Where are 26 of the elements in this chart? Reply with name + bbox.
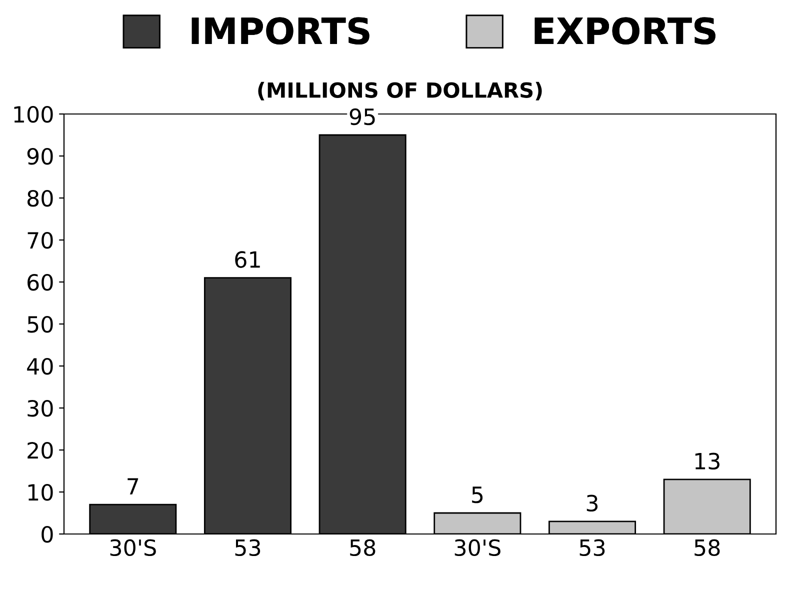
data-label: 61 <box>235 251 260 268</box>
y-tick-label: 90 <box>27 148 53 165</box>
x-tick-label: 53 <box>580 539 605 556</box>
y-tick-label: 30 <box>28 400 53 417</box>
x-tick-label: 58 <box>694 539 720 556</box>
y-tick-label: 10 <box>28 484 53 501</box>
y-tick-label: 80 <box>28 190 53 207</box>
data-label: 7 <box>128 478 138 494</box>
x-tick-label: 30'S <box>454 539 500 556</box>
y-tick-label: 50 <box>28 316 53 333</box>
x-tick-label: 53 <box>235 539 260 556</box>
y-tick-label: 60 <box>28 274 53 291</box>
y-tick-label: 40 <box>27 358 53 375</box>
y-tick-label: 100 <box>14 106 53 123</box>
legend-label: IMPORTS <box>192 17 370 45</box>
x-tick-label: 58 <box>350 539 376 556</box>
y-tick-label: 0 <box>42 526 53 543</box>
data-label: 13 <box>695 452 720 470</box>
data-label: 95 <box>350 108 375 126</box>
legend-label: EXPORTS <box>534 17 716 45</box>
y-tick-label: 20 <box>28 442 53 459</box>
y-tick-label: 70 <box>28 232 53 249</box>
x-tick-label: 30'S <box>110 539 156 556</box>
data-label: 5 <box>472 486 483 504</box>
chart-subtitle: (MILLIONS OF DOLLARS) <box>258 82 542 100</box>
data-label: 3 <box>586 494 598 512</box>
